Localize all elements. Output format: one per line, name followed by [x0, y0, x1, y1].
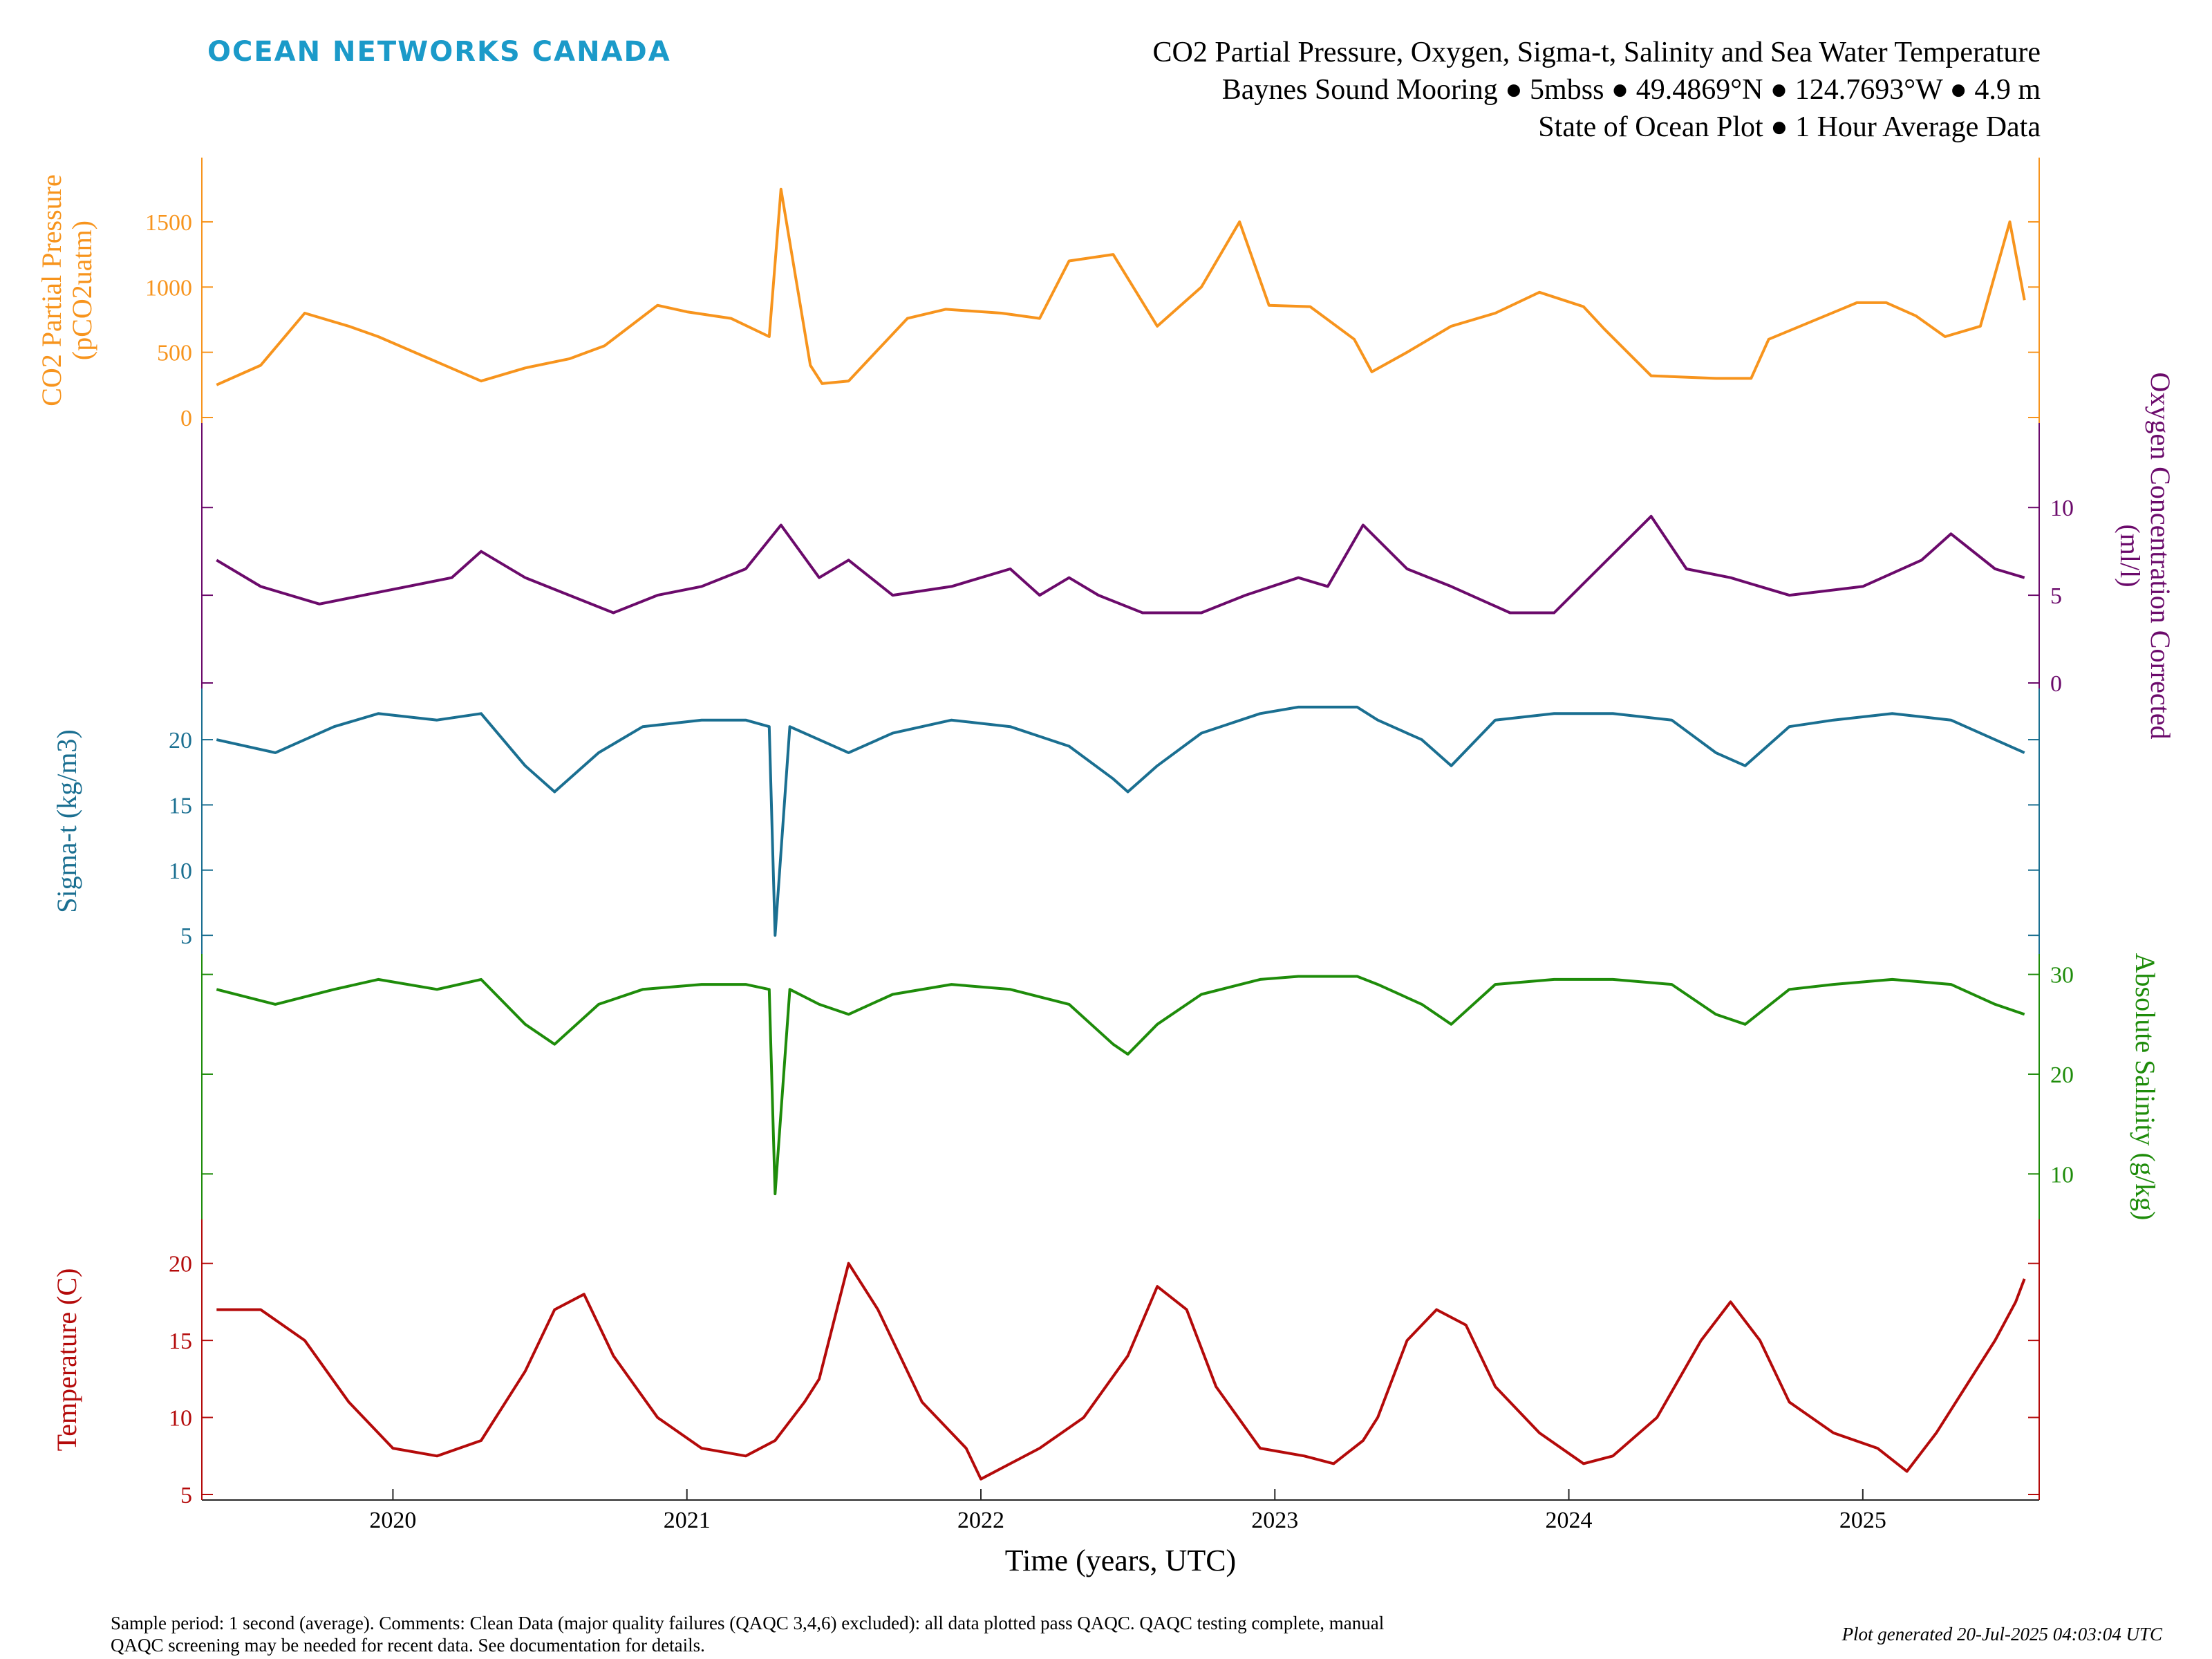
x-tick-label-2022: 2022	[957, 1508, 1004, 1533]
temperature-y-tick-label-10: 10	[169, 1406, 192, 1432]
x-tick-label-2020: 2020	[369, 1508, 416, 1533]
co2-y-tick-label-1000: 1000	[145, 275, 192, 301]
oxygen-y-tick-label-10: 10	[2050, 496, 2074, 521]
sigma-y-tick-label-20: 20	[169, 728, 192, 753]
brand-logo: OCEAN NETWORKS CANADA	[207, 36, 671, 68]
sigma-y-tick-label-5: 5	[180, 924, 192, 949]
co2-y-tick-label-1500: 1500	[145, 210, 192, 236]
chart-title-line3: State of Ocean Plot ● 1 Hour Average Dat…	[1538, 111, 2041, 143]
x-tick-label-2024: 2024	[1546, 1508, 1593, 1533]
x-tick-label-2021: 2021	[664, 1508, 711, 1533]
sigma-y-tick-label-15: 15	[169, 793, 192, 818]
salinity-series-line	[216, 975, 2025, 1196]
oxygen-y-tick-label-0: 0	[2050, 671, 2062, 697]
x-axis-label: Time (years, UTC)	[1005, 1544, 1236, 1577]
footer-note-line2: QAQC screening may be needed for recent …	[111, 1635, 705, 1656]
temperature-y-tick-label-15: 15	[169, 1329, 192, 1354]
oxygen-y-tick-label-5: 5	[2050, 583, 2062, 609]
chart-title-line2: Baynes Sound Mooring ● 5mbss ● 49.4869°N…	[1221, 74, 2041, 106]
salinity-y-tick-label-20: 20	[2050, 1062, 2074, 1088]
sigma-y-axis-label-1: Sigma-t (kg/m3)	[51, 729, 82, 913]
oxygen-y-axis-label-1: Oxygen Concentration Corrected	[2145, 373, 2176, 740]
co2-y-tick-label-500: 500	[157, 341, 192, 366]
co2-y-tick-label-0: 0	[180, 406, 192, 431]
footer-note-line1: Sample period: 1 second (average). Comme…	[111, 1613, 1385, 1633]
salinity-y-axis-label-1: Absolute Salinity (g/kg)	[2130, 953, 2161, 1221]
oxygen-series-line	[216, 514, 2025, 615]
temperature-y-axis-label-1: Temperature (C)	[51, 1268, 82, 1452]
x-tick-label-2025: 2025	[1839, 1508, 1886, 1533]
plot-generated-timestamp: Plot generated 20-Jul-2025 04:03:04 UTC	[1841, 1624, 2162, 1644]
x-tick-label-2023: 2023	[1251, 1508, 1298, 1533]
sigma-y-tick-label-10: 10	[169, 859, 192, 884]
salinity-y-tick-label-30: 30	[2050, 963, 2074, 988]
co2-y-axis-label-1: CO2 Partial Pressure	[36, 174, 67, 406]
co2-y-axis-label-2: (pCO2uatm)	[66, 221, 97, 360]
temperature-y-tick-label-5: 5	[180, 1483, 192, 1508]
temperature-y-tick-label-20: 20	[169, 1252, 192, 1277]
sigma-series-line	[216, 705, 2025, 937]
oxygen-y-axis-label-2: (ml/l)	[2115, 524, 2146, 587]
co2-series-line	[216, 187, 2026, 386]
chart-title-line1: CO2 Partial Pressure, Oxygen, Sigma-t, S…	[1152, 37, 2041, 68]
temperature-series-line	[216, 1262, 2026, 1481]
salinity-y-tick-label-10: 10	[2050, 1162, 2074, 1188]
